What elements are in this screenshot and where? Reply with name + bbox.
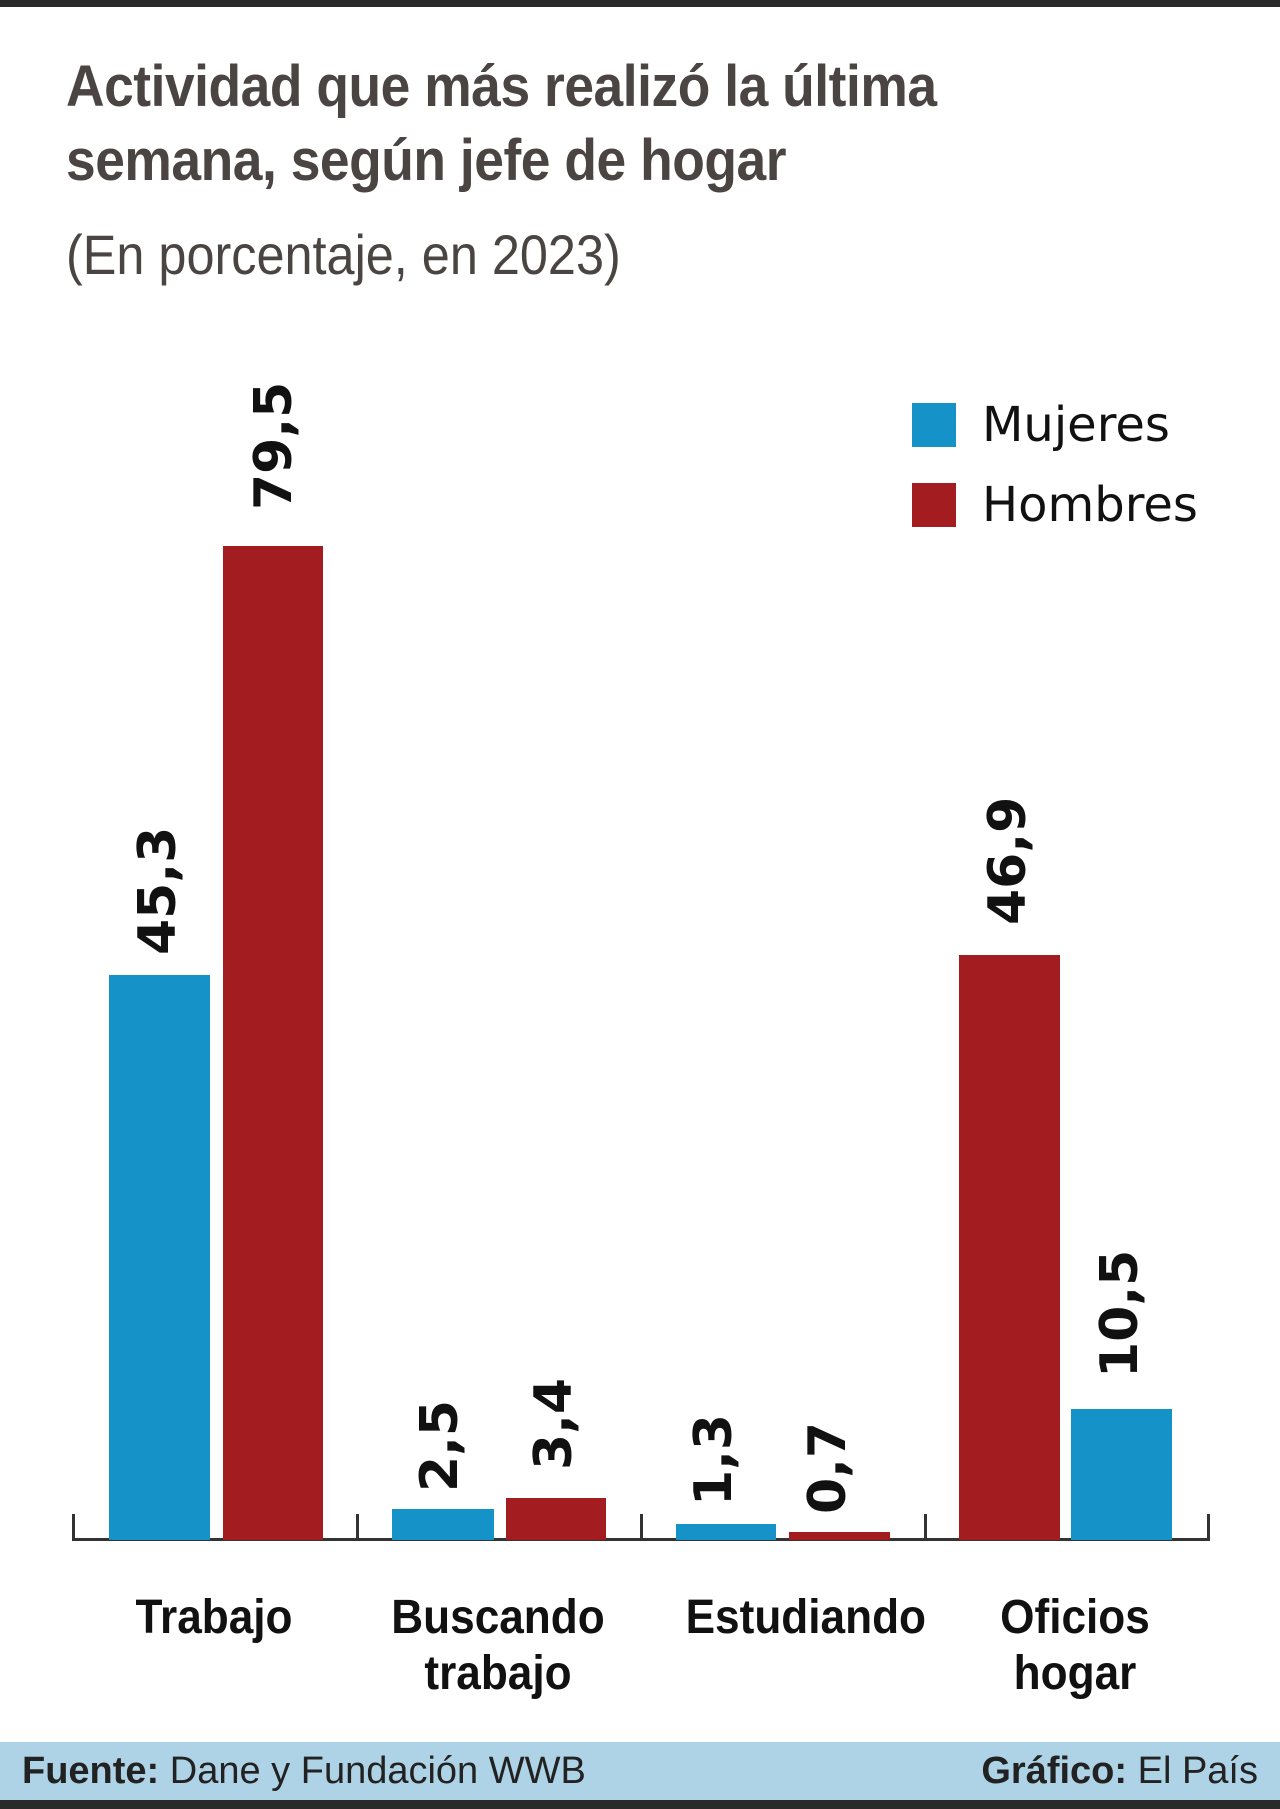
value-label-buscando-mujeres: 2,5 [410, 1399, 470, 1492]
bar-estudiando-mujeres [676, 1524, 776, 1540]
legend-item-mujeres: Mujeres [912, 385, 1198, 465]
axis-tick [924, 1514, 927, 1540]
axis-tick [1207, 1514, 1210, 1540]
credit-key: Gráfico: [981, 1749, 1128, 1792]
legend: Mujeres Hombres [912, 385, 1198, 545]
bar-oficios-hombres [959, 955, 1060, 1540]
category-label-estudiando: Estudiando [685, 1591, 927, 1644]
legend-item-hombres: Hombres [912, 465, 1198, 545]
graphic-credit: Gráfico: El País [959, 1750, 1280, 1793]
top-rule [0, 0, 1280, 7]
value-label-trabajo-hombres: 79,5 [244, 381, 304, 510]
category-label-trabajo: Trabajo [135, 1591, 293, 1644]
legend-label-mujeres: Mujeres [982, 397, 1170, 453]
bar-trabajo-hombres [223, 546, 323, 1540]
value-label-estudiando-hombres: 0,7 [798, 1421, 858, 1514]
bar-trabajo-mujeres [109, 975, 210, 1540]
chart-subtitle: (En porcentaje, en 2023) [66, 223, 621, 286]
value-label-oficios-mujeres: 10,5 [1090, 1249, 1150, 1378]
footer-bar: Fuente: Dane y Fundación WWB Gráfico: El… [0, 1742, 1280, 1809]
value-label-buscando-hombres: 3,4 [524, 1377, 584, 1470]
axis-tick [356, 1514, 359, 1540]
axis-tick [72, 1514, 75, 1540]
source-value: Dane y Fundación WWB [159, 1749, 586, 1792]
value-label-trabajo-mujeres: 45,3 [128, 826, 188, 955]
credit-value: El País [1127, 1749, 1258, 1792]
bar-buscando-hombres [506, 1498, 606, 1540]
bar-oficios-mujeres [1071, 1409, 1172, 1540]
axis-tick [640, 1514, 643, 1540]
legend-label-hombres: Hombres [982, 477, 1198, 533]
legend-swatch-mujeres [912, 403, 956, 447]
bar-buscando-mujeres [392, 1509, 494, 1540]
bar-estudiando-hombres [789, 1532, 890, 1540]
chart-title-line-1: Actividad que más realizó la última [66, 54, 937, 119]
value-label-estudiando-mujeres: 1,3 [684, 1413, 744, 1506]
chart-title: Actividad que más realizó la última sema… [66, 50, 1170, 198]
source-key: Fuente: [22, 1749, 160, 1792]
source-credit: Fuente: Dane y Fundación WWB [0, 1750, 608, 1793]
category-label-buscando-trabajo: Buscando trabajo [391, 1591, 605, 1700]
legend-swatch-hombres [912, 483, 956, 527]
value-label-oficios-hombres: 46,9 [978, 796, 1038, 925]
chart-title-line-2: semana, según jefe de hogar [66, 128, 787, 193]
category-label-oficios-hogar: Oficios hogar [1000, 1591, 1150, 1700]
